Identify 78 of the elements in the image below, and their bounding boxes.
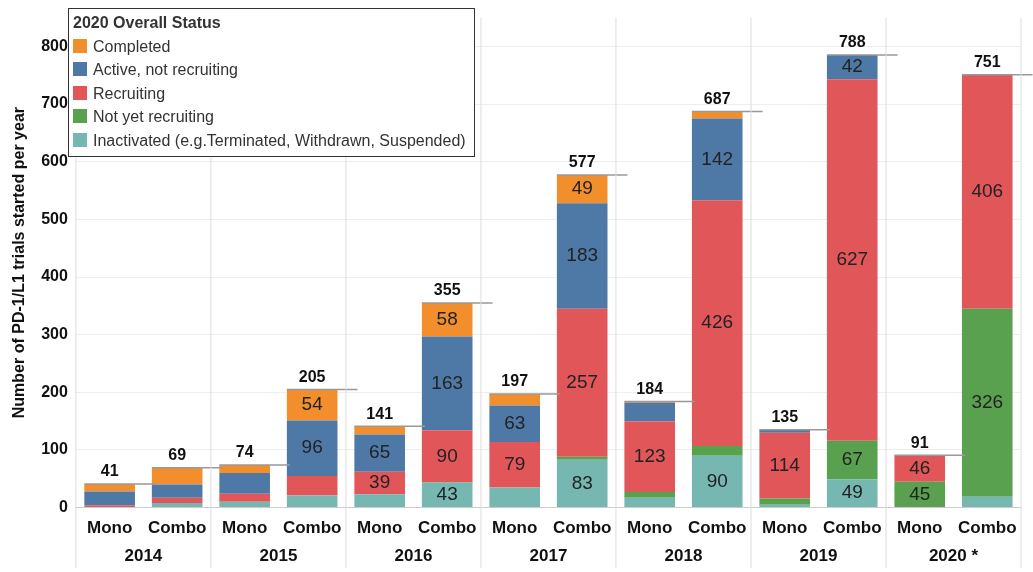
data-label: 90 [706, 469, 728, 491]
total-label: 577 [568, 153, 596, 171]
legend-title: 2020 Overall Status [73, 13, 222, 33]
y-tick-label: 0 [58, 498, 68, 516]
legend-label: Inactivated (e.g.Terminated, Withdrawn, Suspended) [92, 130, 466, 151]
x-tick-label: Combo [147, 518, 207, 538]
legend-label: Completed [92, 36, 172, 57]
data-label: 67 [841, 448, 863, 470]
data-label: 406 [971, 179, 1004, 201]
text: 2017 [529, 545, 568, 565]
data-label: 326 [971, 390, 1004, 412]
data-label: 426 [701, 311, 734, 333]
data-label: 45 [909, 482, 931, 504]
total-label: 135 [771, 408, 799, 426]
data-label: 142 [701, 147, 734, 169]
text: 2014 [124, 545, 163, 565]
data-label: 63 [504, 411, 526, 433]
total-label: 69 [168, 446, 187, 464]
data-label: 65 [369, 441, 391, 463]
x-tick-label: Mono [762, 518, 808, 538]
text: 2016 [394, 545, 433, 565]
total-label: 91 [910, 433, 929, 451]
x-tick-label: Combo [282, 518, 342, 538]
text: 2020 * [928, 545, 979, 565]
y-tick-label: 300 [41, 325, 68, 343]
y-tick-label: 700 [41, 94, 68, 112]
total-label: 355 [433, 281, 461, 299]
data-label: 90 [436, 444, 458, 466]
total-label: 687 [703, 89, 731, 107]
total-label: 141 [366, 404, 394, 422]
data-label: 58 [436, 307, 458, 329]
data-label: 83 [571, 471, 593, 493]
data-label: 43 [436, 483, 458, 505]
text: 2018 [664, 545, 703, 565]
data-label: 46 [909, 456, 931, 478]
total-label: 751 [973, 53, 1001, 71]
legend-label: Active, not recruiting [92, 60, 239, 80]
x-tick-label: Mono [627, 518, 673, 538]
total-label: 788 [838, 33, 866, 51]
total-label: 205 [298, 367, 326, 385]
x-tick-label: Combo [957, 518, 1017, 538]
data-label: 183 [566, 244, 599, 266]
y-tick-label: 600 [41, 152, 68, 170]
data-label: 114 [769, 453, 801, 475]
x-tick-label: Mono [897, 518, 943, 538]
y-tick-label: 800 [41, 36, 68, 54]
data-label: 163 [431, 371, 464, 393]
data-label: 627 [836, 248, 869, 270]
data-label: 123 [633, 444, 666, 466]
x-tick-label: Combo [687, 518, 747, 538]
x-tick-label: Combo [822, 518, 882, 538]
x-tick-label: Mono [357, 518, 403, 538]
x-tick-label: Mono [492, 518, 538, 538]
text: 2019 [799, 545, 838, 565]
data-label: 49 [841, 481, 863, 503]
total-label: 74 [235, 443, 254, 461]
data-label: 49 [571, 177, 593, 199]
data-label: 39 [369, 471, 391, 493]
x-tick-label: Combo [417, 518, 477, 538]
legend-label: Not yet recruiting [92, 107, 215, 127]
y-tick-label: 200 [41, 382, 68, 400]
x-tick-label: Combo [552, 518, 612, 538]
data-label: 54 [301, 393, 324, 415]
x-tick-label: Mono [86, 518, 133, 538]
total-label: 184 [636, 379, 664, 397]
data-label: 257 [566, 371, 599, 393]
y-tick-label: 100 [41, 440, 68, 458]
data-label: 96 [301, 436, 323, 458]
y-tick-label: 500 [41, 209, 68, 227]
y-tick-label: 400 [41, 267, 68, 285]
total-label: 41 [100, 462, 119, 480]
y-axis-title: Number of PD-1/L1 trials started per year [10, 106, 28, 419]
data-label: 42 [841, 55, 863, 77]
x-tick-label: Mono [222, 518, 268, 538]
data-label: 79 [504, 452, 526, 474]
legend-label: Recruiting [92, 83, 167, 104]
total-label: 197 [501, 372, 529, 390]
text: 2015 [259, 545, 298, 565]
